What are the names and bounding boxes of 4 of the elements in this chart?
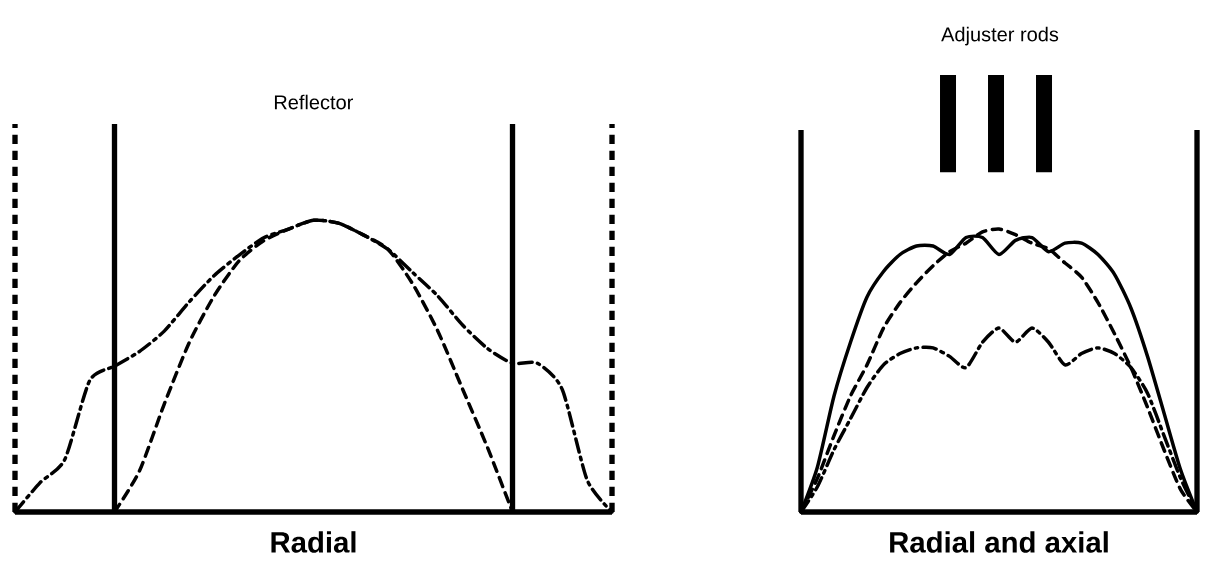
- text: Reflector: [274, 94, 353, 110]
- x-axis-title: Radial and axial: [890, 531, 1108, 553]
- text: Adjuster rods: [941, 26, 1059, 46]
- x-axis-title: Radial: [271, 531, 356, 553]
